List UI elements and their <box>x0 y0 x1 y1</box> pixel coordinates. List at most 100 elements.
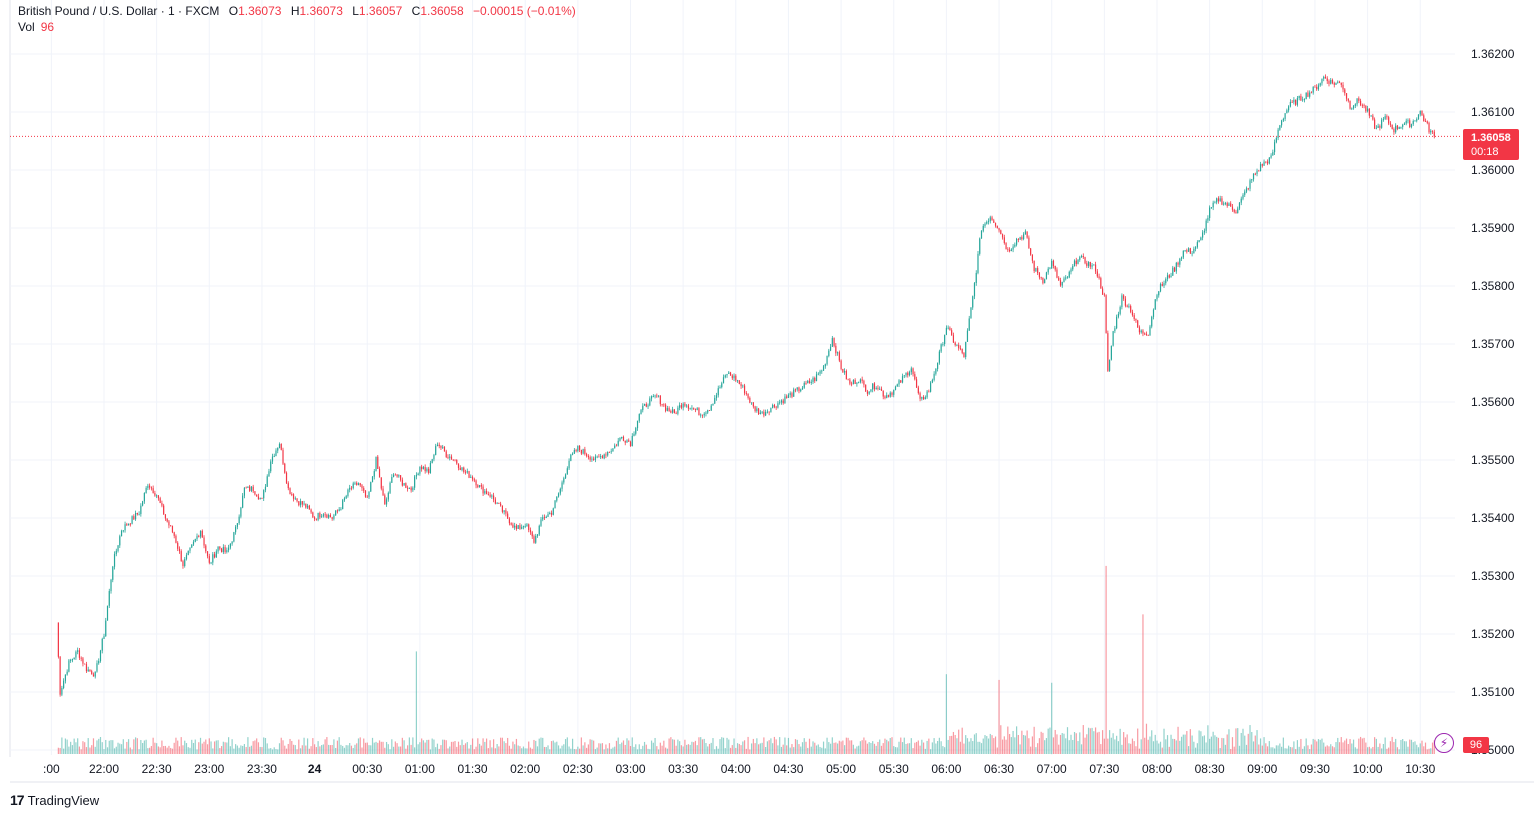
candle-body <box>940 344 942 352</box>
volume-bar <box>124 748 126 754</box>
candle-body <box>187 550 189 555</box>
candle-body <box>896 384 898 387</box>
candle-body <box>1038 273 1041 278</box>
candle-body <box>422 467 425 470</box>
volume-bar <box>1416 744 1418 754</box>
candle-body <box>765 411 767 416</box>
volume-bar <box>477 738 479 754</box>
candle-body <box>1063 278 1065 282</box>
volume-bar <box>694 740 697 754</box>
candle-body <box>1179 258 1181 265</box>
candle-body <box>559 488 561 494</box>
volume-bar <box>391 739 393 754</box>
volume-bar <box>133 739 135 754</box>
volume-bar <box>1342 742 1344 754</box>
volume-bar <box>494 748 496 754</box>
volume-bar <box>349 743 351 754</box>
candle-body <box>1284 113 1286 119</box>
candle-body <box>614 445 616 449</box>
candle-body <box>371 476 374 483</box>
candle-body <box>385 499 388 505</box>
volume-bar <box>291 740 293 754</box>
volume-bar <box>938 737 940 754</box>
volume-bar <box>271 749 274 754</box>
volume-bar <box>835 742 837 754</box>
candle-body <box>277 447 279 451</box>
volume-bar <box>1291 747 1293 754</box>
candle-body <box>363 488 365 491</box>
candle-body <box>322 514 324 517</box>
tradingview-logo-icon: 17 <box>10 792 25 808</box>
volume-bar <box>185 743 188 754</box>
volume-bar <box>668 738 670 754</box>
candle-body <box>961 348 963 353</box>
candle-body <box>108 591 110 606</box>
candle-body <box>384 495 386 505</box>
candle-body <box>852 379 854 385</box>
volume-bar <box>521 748 523 754</box>
candle-body <box>733 375 735 379</box>
candle-body <box>970 307 972 319</box>
volume-bar <box>70 741 72 754</box>
candle-body <box>203 537 205 546</box>
candle-body <box>352 483 354 489</box>
lightning-icon[interactable]: ⚡ <box>1434 733 1454 753</box>
volume-bar <box>536 746 539 754</box>
volume-bar <box>1159 741 1162 754</box>
volume-bar <box>1187 746 1190 754</box>
candle-body <box>1138 327 1141 333</box>
candle-body <box>1175 262 1177 272</box>
candle-body <box>1217 198 1220 202</box>
volume-bar <box>1017 734 1019 754</box>
volume-bar <box>64 738 66 754</box>
volume-bar <box>431 738 433 754</box>
candle-body <box>414 476 416 488</box>
volume-bar <box>940 741 942 754</box>
volume-bar <box>493 739 495 754</box>
candle-body <box>110 579 112 592</box>
volume-bar <box>1179 740 1181 754</box>
candle-body <box>1426 121 1428 123</box>
candle-body <box>870 389 872 392</box>
volume-bar <box>278 743 281 754</box>
candle-body <box>1110 345 1112 360</box>
volume-bar <box>368 745 370 754</box>
volume-bar <box>403 740 405 754</box>
low-label: L <box>352 4 359 18</box>
candle-body <box>133 516 135 520</box>
candle-body <box>321 516 323 518</box>
volume-bar <box>229 746 231 754</box>
candle-body <box>431 459 433 463</box>
candle-body <box>1423 115 1425 122</box>
candle-body <box>1386 116 1388 118</box>
candle-body <box>652 396 654 397</box>
volume-bar <box>707 746 709 754</box>
candle-body <box>1219 198 1221 202</box>
candle-body <box>463 467 465 472</box>
candle-body <box>994 222 997 226</box>
candle-body <box>635 428 637 434</box>
volume-bar <box>333 739 335 754</box>
candle-body <box>336 510 339 512</box>
candle-body <box>514 525 516 528</box>
candle-body <box>593 458 595 460</box>
volume-bar <box>110 740 112 754</box>
volume-bar <box>1073 732 1076 754</box>
volume-bar <box>1379 743 1381 754</box>
candle-body <box>600 456 602 458</box>
candle-body <box>296 498 298 502</box>
volume-bar <box>777 745 779 754</box>
candle-body <box>335 510 337 516</box>
candle-body <box>345 495 347 499</box>
volume-bar <box>1237 728 1239 754</box>
volume-bar <box>894 747 897 754</box>
volume-bar <box>908 743 911 754</box>
candle-body <box>85 664 88 672</box>
volume-bar <box>1265 743 1267 754</box>
candle-body <box>1059 280 1062 286</box>
volume-bar <box>1086 734 1088 754</box>
volume-bar <box>256 738 258 754</box>
tradingview-brand[interactable]: 17 TradingView <box>10 792 99 808</box>
candle-body <box>854 379 856 384</box>
